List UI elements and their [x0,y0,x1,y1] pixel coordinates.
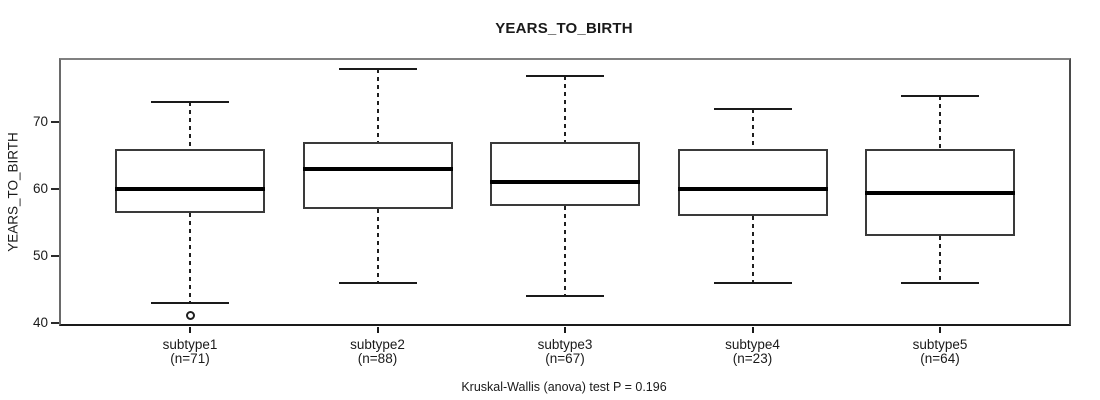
upper-whisker-line [376,69,379,143]
subtype-label: subtype5 [912,337,968,352]
sample-count-label: (n=88) [357,351,398,366]
y-tick-label: 50 [32,247,48,263]
iqr-box [677,149,828,216]
x-category-label: subtype1 (n=71) [110,338,270,366]
lower-whisker-line [376,209,379,283]
lower-whisker-line [189,212,191,303]
iqr-box [302,142,453,210]
lower-whisker-line [939,235,941,283]
median-line [677,187,828,192]
upper-whisker-cap [713,108,792,111]
x-category-label: subtype3 (n=67) [485,338,645,366]
chart-title: YEARS_TO_BIRTH [495,20,633,37]
median-line [115,187,265,192]
x-category-label: subtype2 (n=88) [298,338,458,366]
y-tick-mark [51,121,59,124]
x-tick-mark [189,327,191,333]
subtype-label: subtype4 [725,337,780,352]
x-tick-mark [376,327,379,333]
y-tick-mark [51,321,59,324]
lower-whisker-cap [151,301,229,304]
sample-count-label: (n=71) [170,351,210,366]
median-line [865,190,1015,195]
upper-whisker-line [189,102,191,150]
stat-test-caption: Kruskal-Wallis (anova) test P = 0.196 [461,380,667,394]
median-line [490,180,640,185]
subtype-label: subtype1 [162,337,218,352]
median-line [302,167,453,172]
sample-count-label: (n=67) [545,351,585,366]
upper-whisker-line [751,109,754,150]
upper-whisker-cap [151,101,229,104]
x-category-label: subtype4 (n=23) [673,338,833,366]
y-tick-mark [51,188,59,191]
lower-whisker-line [751,215,754,283]
y-tick-mark [51,254,59,257]
iqr-box [490,142,640,206]
y-tick-label: 40 [32,314,48,330]
lower-whisker-line [564,205,566,296]
y-tick-label: 60 [32,181,48,197]
x-tick-mark [939,327,941,333]
iqr-box [115,149,265,213]
x-tick-mark [564,327,566,333]
upper-whisker-cap [901,94,979,97]
lower-whisker-cap [901,281,979,284]
upper-whisker-cap [338,68,417,70]
subtype-label: subtype3 [537,337,593,352]
upper-whisker-line [564,75,566,143]
upper-whisker-line [939,95,941,150]
lower-whisker-cap [338,281,417,284]
x-tick-mark [751,327,754,333]
outlier-point [185,311,195,321]
sample-count-label: (n=23) [732,351,773,366]
y-tick-label: 70 [32,114,48,130]
lower-whisker-cap [526,294,604,297]
lower-whisker-cap [713,281,792,284]
subtype-label: subtype2 [350,337,405,352]
x-category-label: subtype5 (n=64) [860,338,1020,366]
upper-whisker-cap [526,74,604,77]
sample-count-label: (n=64) [920,351,960,366]
